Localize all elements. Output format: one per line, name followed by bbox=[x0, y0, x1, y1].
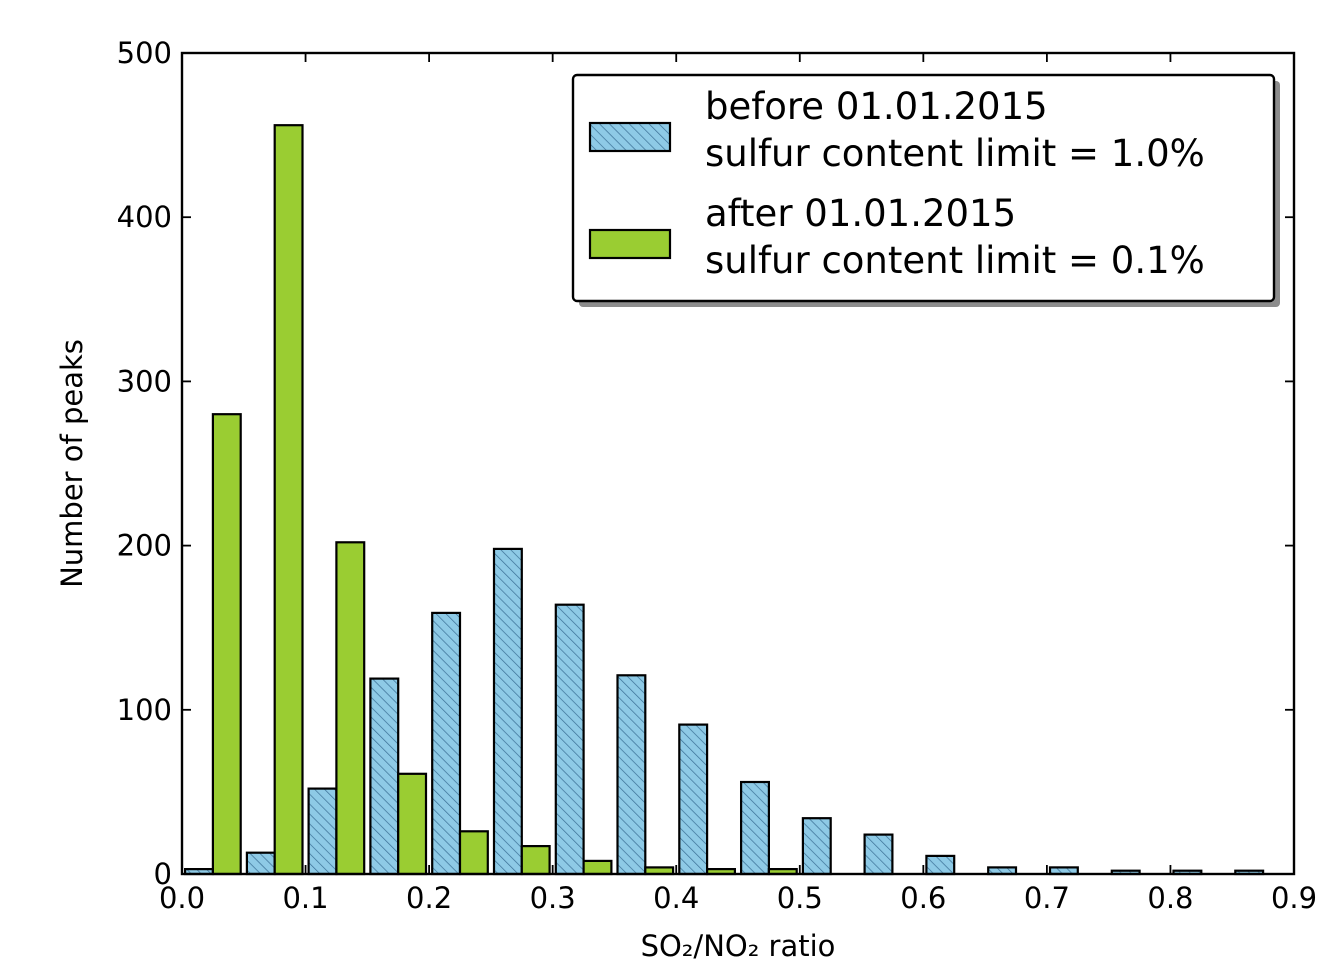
x-axis-label: SO₂/NO₂ ratio bbox=[641, 929, 836, 961]
bar-series1-bin-11 bbox=[863, 833, 894, 876]
bar-series1-bin-2 bbox=[307, 787, 338, 876]
x-tick-label: 0.1 bbox=[282, 881, 328, 915]
bar-series1-bin-3 bbox=[369, 677, 400, 876]
x-tick-label: 0.6 bbox=[900, 881, 946, 915]
bar-series2-bin-4 bbox=[458, 830, 489, 876]
x-tick-label: 0.3 bbox=[530, 881, 576, 915]
legend-label-series1-line2: sulfur content limit = 1.0% bbox=[705, 132, 1205, 175]
legend-swatch-series2 bbox=[588, 228, 672, 260]
legend-label-series2-line2: sulfur content limit = 0.1% bbox=[705, 239, 1205, 282]
plot-frame bbox=[180, 51, 1296, 876]
y-tick-label: 300 bbox=[117, 364, 172, 398]
y-tick-label: 400 bbox=[117, 200, 172, 234]
x-tick-label: 0.9 bbox=[1271, 881, 1317, 915]
bar-series2-bin-1 bbox=[273, 124, 304, 876]
legend-box bbox=[571, 73, 1276, 303]
plot-area: 0.0 0.1 0.2 0.3 0.4 0.5 0.6 0.7 0.8 0.9 0 100 200 300… bbox=[117, 36, 1317, 915]
bar-series1-bin-12 bbox=[925, 854, 956, 876]
y-tick-label: 200 bbox=[117, 529, 172, 563]
legend-swatch-series1 bbox=[588, 121, 672, 153]
y-axis-label: Number of peaks bbox=[55, 339, 89, 588]
bar-series2-bin-6 bbox=[582, 859, 613, 876]
bar-series1-bin-4 bbox=[431, 611, 462, 876]
bar-series1-bin-9 bbox=[739, 780, 770, 876]
bar-series1-bin-7 bbox=[616, 674, 647, 876]
x-tick-label: 0.7 bbox=[1024, 881, 1070, 915]
x-tick-label: 0.8 bbox=[1147, 881, 1193, 915]
bar-series1-bin-10 bbox=[801, 817, 832, 876]
y-tick-label: 500 bbox=[117, 36, 172, 70]
bar-series2-bin-5 bbox=[520, 844, 551, 876]
bar-series2-bin-0 bbox=[211, 413, 242, 876]
legend-label-series1-line1: before 01.01.2015 bbox=[705, 85, 1048, 128]
x-tick-label: 0.2 bbox=[406, 881, 452, 915]
y-tick-label: 0 bbox=[154, 857, 172, 891]
bar-series2-bin-2 bbox=[335, 541, 366, 876]
x-tick-label: 0.0 bbox=[159, 881, 205, 915]
bar-series1-bin-8 bbox=[678, 723, 709, 876]
bar-series1-bin-5 bbox=[492, 547, 523, 876]
legend-label-series2-line1: after 01.01.2015 bbox=[705, 192, 1016, 235]
bar-series1-bin-1 bbox=[245, 851, 276, 876]
bar-series1-bin-6 bbox=[554, 603, 585, 876]
x-tick-label: 0.4 bbox=[653, 881, 699, 915]
y-tick-label: 100 bbox=[117, 693, 172, 727]
bar-series2-bin-3 bbox=[397, 772, 428, 876]
x-tick-label: 0.5 bbox=[777, 881, 823, 915]
